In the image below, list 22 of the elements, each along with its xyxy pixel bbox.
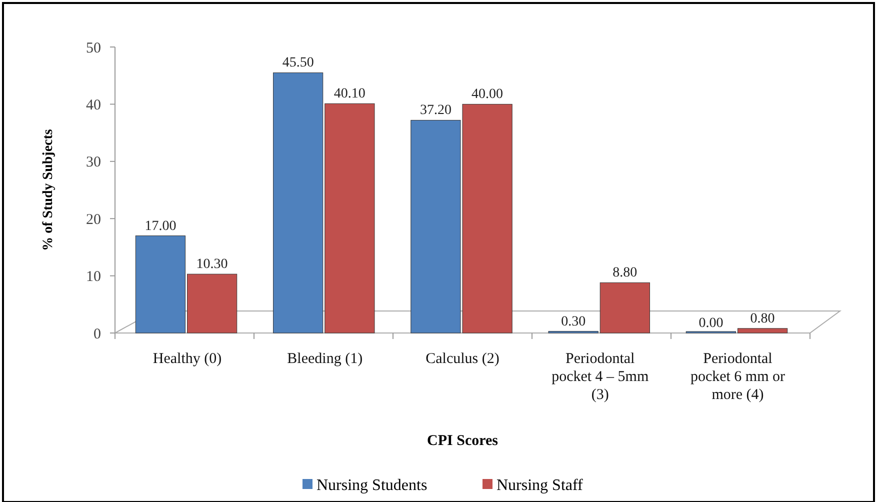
x-axis-title: CPI Scores — [427, 433, 498, 449]
y-axis-title: % of Study Subjects — [41, 128, 56, 251]
y-tick-label: 50 — [86, 40, 101, 56]
x-tick-label: Periodontal pocket 4 – 5mm (3) — [552, 351, 649, 403]
x-tick-label: Calculus (2) — [426, 351, 500, 367]
data-label: 17.00 — [144, 218, 176, 234]
y-tick-label: 10 — [86, 269, 101, 286]
legend-label: Nursing Staff — [496, 477, 584, 494]
data-label: 40.00 — [472, 87, 504, 102]
data-label: 8.80 — [612, 266, 638, 281]
data-label: 37.20 — [420, 103, 452, 118]
y-tick-label: 0 — [94, 326, 101, 342]
data-label: 45.50 — [282, 56, 314, 71]
y-tick-label: 40 — [86, 97, 101, 114]
y-tick-label: 20 — [86, 212, 101, 228]
x-tick-label: Bleeding (1) — [287, 351, 363, 367]
x-tick-label: Healthy (0) — [152, 351, 222, 367]
data-label: 40.10 — [334, 86, 366, 102]
data-label: 10.30 — [196, 257, 228, 272]
legend-label: Nursing Students — [316, 477, 428, 494]
y-tick-label: 30 — [86, 154, 101, 171]
x-tick-label: Periodontal pocket 6 mm or more (4) — [690, 351, 786, 403]
